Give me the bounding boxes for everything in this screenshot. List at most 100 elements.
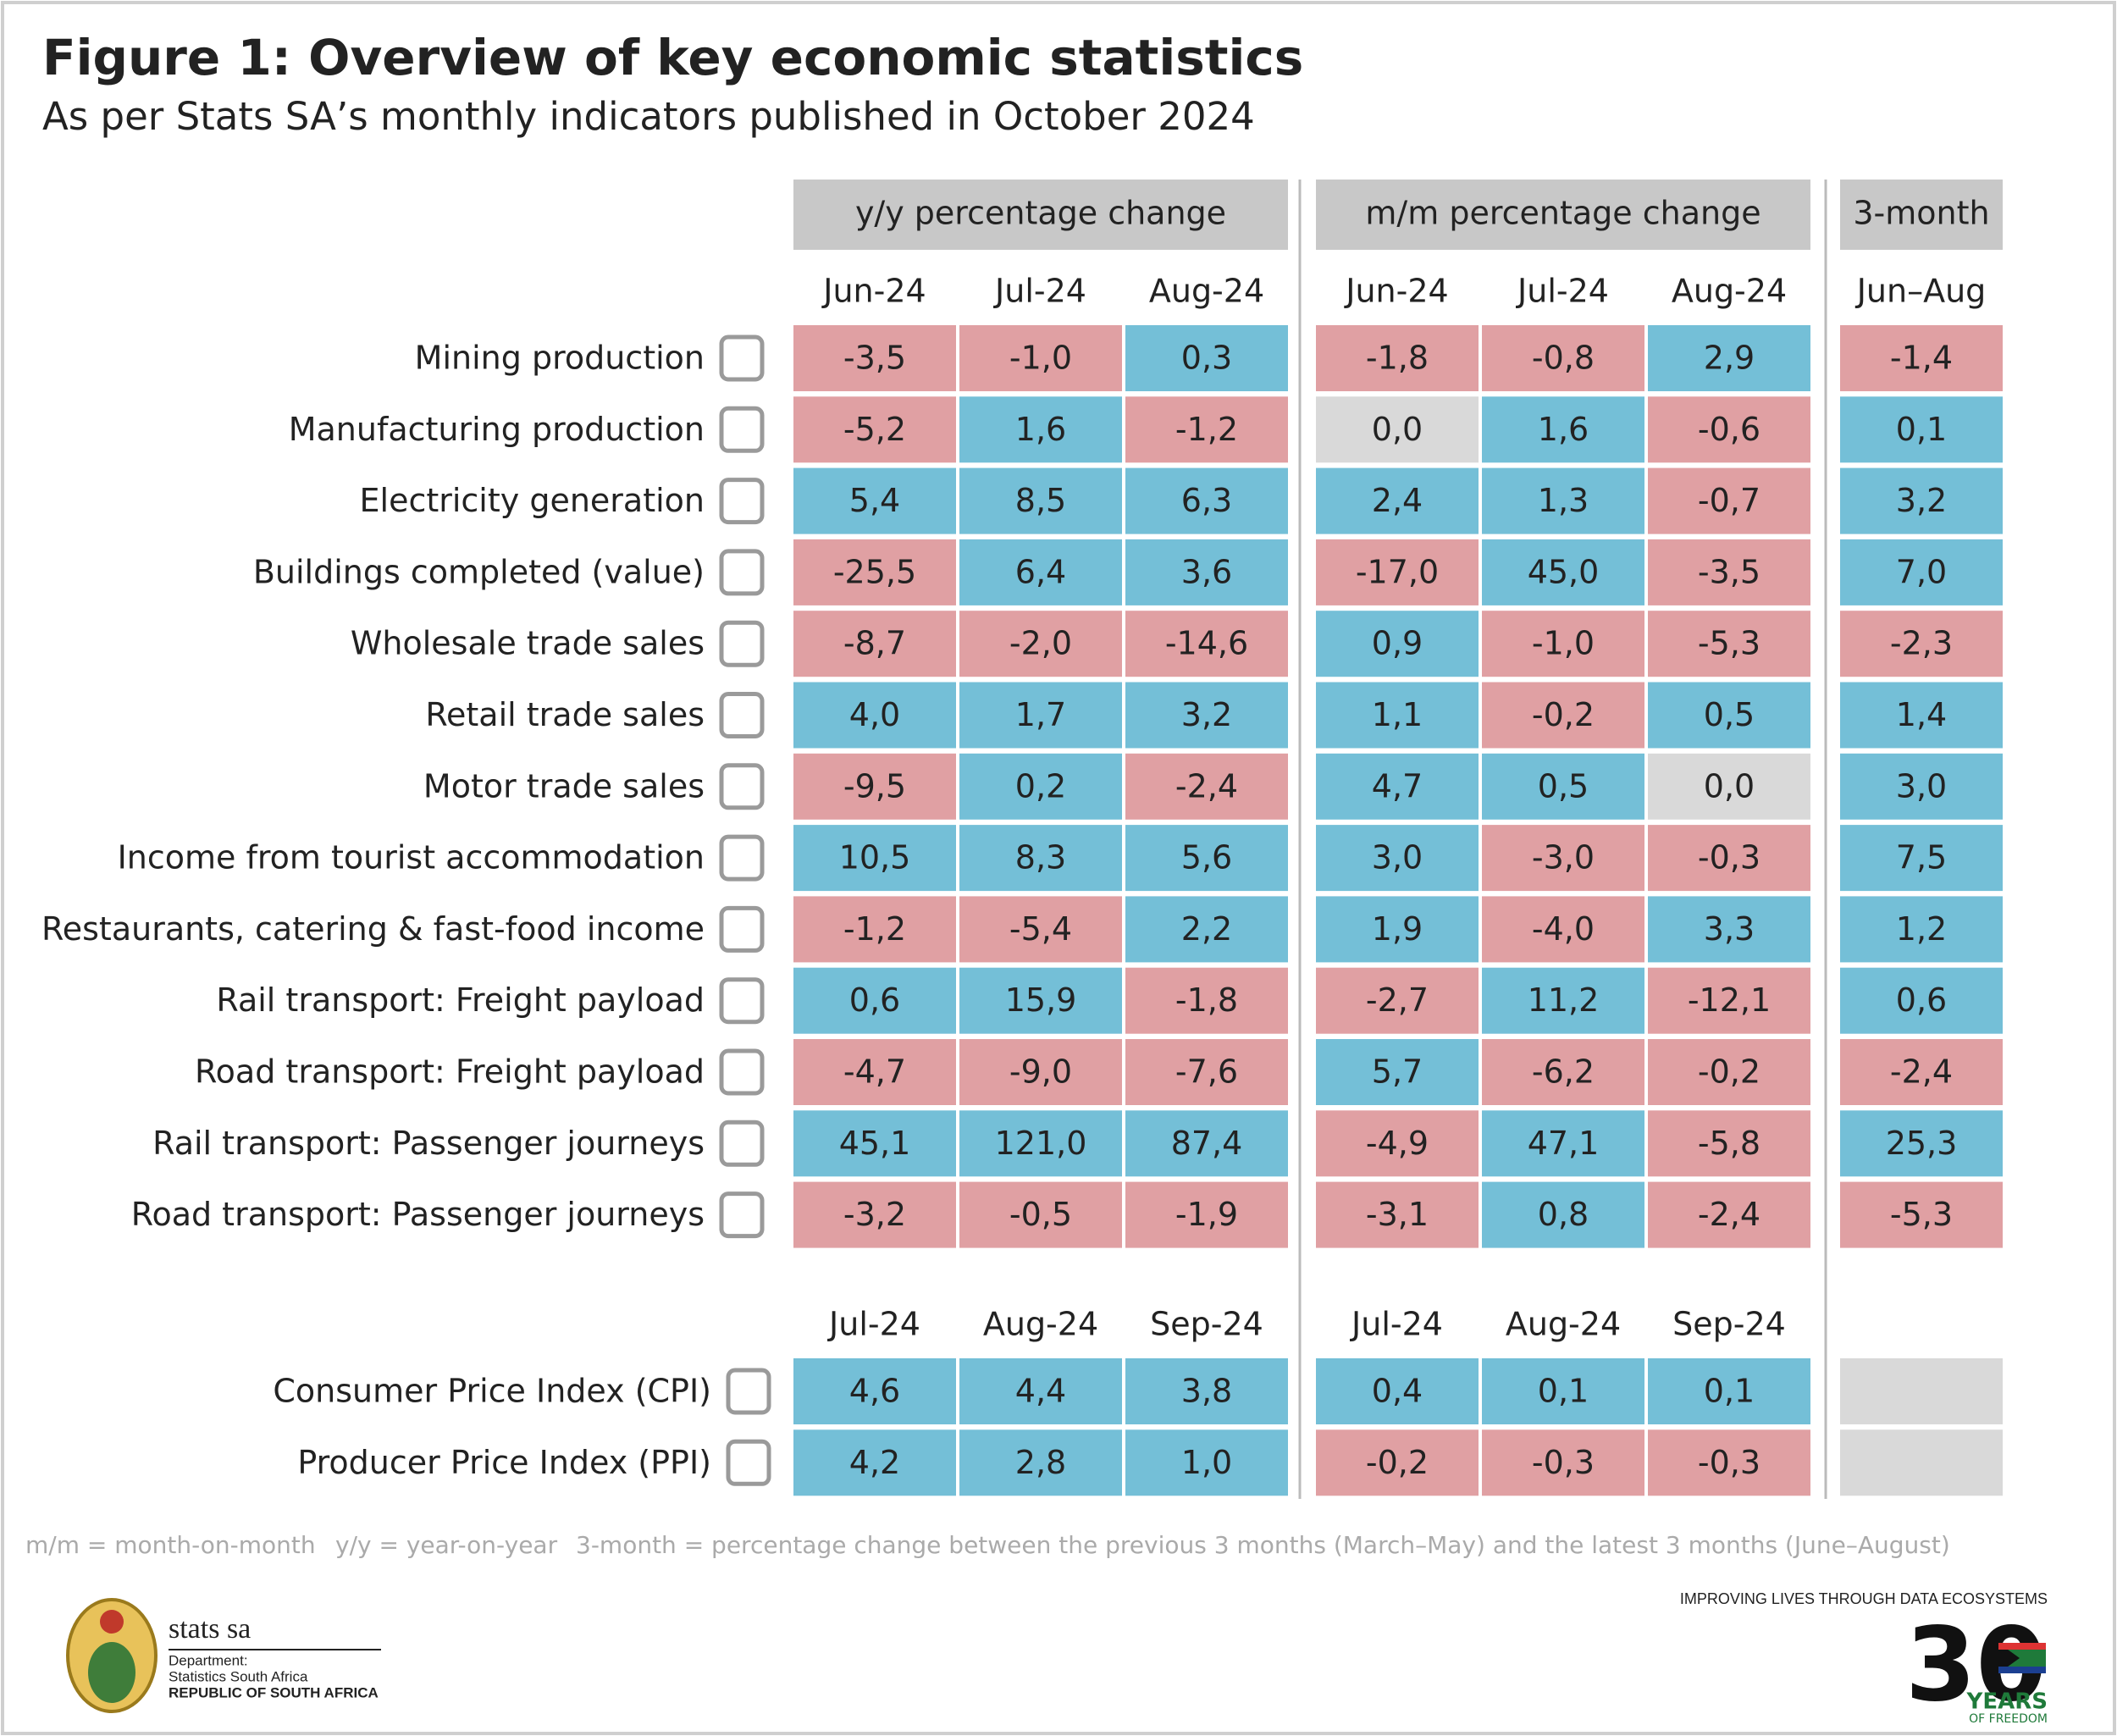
cell-bg [1125, 825, 1288, 892]
cell-bg [793, 682, 956, 749]
cell-value: 2,2 [1181, 910, 1232, 948]
cell-bg [1648, 1358, 1810, 1424]
cell-bg [1840, 825, 2003, 892]
cell-value: -7,6 [1175, 1053, 1238, 1091]
icon [719, 977, 765, 1025]
cell-bg [793, 896, 956, 963]
cell-bg [1482, 1429, 1644, 1496]
cell-bg [1840, 967, 2003, 1034]
cell-value: 0,1 [1704, 1373, 1755, 1410]
cell-bg [1482, 682, 1644, 749]
cell-value: 3,0 [1372, 839, 1423, 876]
cell-value: 87,4 [1171, 1125, 1243, 1162]
cell-value: 0,8 [1538, 1196, 1589, 1233]
cell-value: 7,5 [1896, 839, 1947, 876]
month-header: Jul-24 [827, 1306, 920, 1343]
cell-bg [1482, 753, 1644, 820]
cell-bg [959, 1358, 1122, 1424]
cell-bg [1840, 539, 2003, 605]
cell-value: 1,2 [1896, 910, 1947, 948]
cell-value: 2,8 [1015, 1444, 1066, 1481]
cell-bg [959, 825, 1122, 892]
cell-value: -3,5 [843, 340, 906, 377]
icon [719, 620, 765, 667]
cell-value: 0,0 [1372, 411, 1423, 448]
cell-bg [959, 396, 1122, 463]
cell-bg [1125, 325, 1288, 391]
month-header: Sep-24 [1150, 1306, 1263, 1343]
cell-bg [959, 1039, 1122, 1105]
cell-bg [1482, 396, 1644, 463]
month-header: Aug-24 [1149, 273, 1264, 310]
cell-bg [1482, 611, 1644, 677]
cell-value: 1,9 [1372, 910, 1423, 948]
cell-bg [1125, 1039, 1288, 1105]
cell-bg [959, 467, 1122, 534]
icon [719, 834, 765, 882]
cell-value: -0,6 [1698, 411, 1760, 448]
cell-value: 25,3 [1886, 1125, 1958, 1162]
years: YEARS [1966, 1689, 2048, 1715]
dept: Department: [169, 1652, 248, 1668]
cell-bg [959, 611, 1122, 677]
row-label: Motor trade sales [423, 767, 705, 804]
icon [726, 1439, 771, 1486]
cell-bg [1316, 1039, 1479, 1105]
footnote: m/m = month-on-month [25, 1531, 316, 1559]
month-header: Sep-24 [1672, 1306, 1786, 1343]
cell-value: -6,2 [1532, 1053, 1595, 1091]
cell-value: -3,1 [1366, 1196, 1429, 1233]
cell-bg [1648, 896, 1810, 963]
cell-value: -1,8 [1366, 340, 1429, 377]
month-header: Jun-24 [821, 273, 926, 310]
cell-value: 0,6 [1896, 981, 1947, 1019]
cell-value: 3,0 [1896, 767, 1947, 804]
cell-value: -5,2 [843, 411, 906, 448]
cell-value: -8,7 [843, 625, 906, 662]
cell-value: 3,2 [1896, 482, 1947, 519]
cell-bg [1840, 753, 2003, 820]
row-label: Manufacturing production [289, 411, 705, 448]
cell-value: -0,3 [1698, 1444, 1760, 1481]
cell-bg [1125, 611, 1288, 677]
cell-value: -1,2 [843, 910, 906, 948]
cell-bg [959, 325, 1122, 391]
cell-bg [1648, 1429, 1810, 1496]
cell-value: 11,2 [1528, 981, 1600, 1019]
cell-value: 7,0 [1896, 553, 1947, 590]
cell-value: 10,5 [839, 839, 911, 876]
cell-bg [1648, 1181, 1810, 1248]
month-header: Jun–Aug [1855, 273, 1987, 310]
cell-bg [1648, 1110, 1810, 1177]
cell-value: 8,5 [1015, 482, 1066, 519]
row-label: Retail trade sales [425, 696, 705, 733]
cell-bg [1648, 682, 1810, 749]
cell-bg [1316, 682, 1479, 749]
cell-bg [1125, 1110, 1288, 1177]
cell-value: 3,3 [1704, 910, 1755, 948]
cell-value: -12,1 [1688, 981, 1771, 1019]
cell-value: 0,0 [1704, 767, 1755, 804]
month-header: Aug-24 [1506, 1306, 1621, 1343]
cell-value: 4,0 [849, 696, 900, 733]
row-label: Restaurants, catering & fast-food income [41, 910, 705, 948]
cell-bg [1125, 753, 1288, 820]
icon [719, 478, 765, 525]
row-label: Buildings completed (value) [253, 553, 705, 590]
cell-bg [1125, 967, 1288, 1034]
slogan: IMPROVING LIVES THROUGH DATA ECOSYSTEMS [1680, 1590, 2048, 1607]
cell-value: -14,6 [1165, 625, 1248, 662]
cell-bg [1482, 325, 1644, 391]
icon [719, 692, 765, 738]
cell-value: -0,8 [1532, 340, 1595, 377]
month-header: Aug-24 [983, 1306, 1098, 1343]
cell-value: 4,6 [849, 1373, 900, 1410]
cell-value: -3,0 [1532, 839, 1595, 876]
cell-value: 4,2 [849, 1444, 900, 1481]
cell-bg [959, 1181, 1122, 1248]
cell-value: -1,8 [1175, 981, 1238, 1019]
cell-bg [1316, 825, 1479, 892]
cell-value: -1,0 [1009, 340, 1072, 377]
cell-value: -2,4 [1175, 767, 1238, 804]
